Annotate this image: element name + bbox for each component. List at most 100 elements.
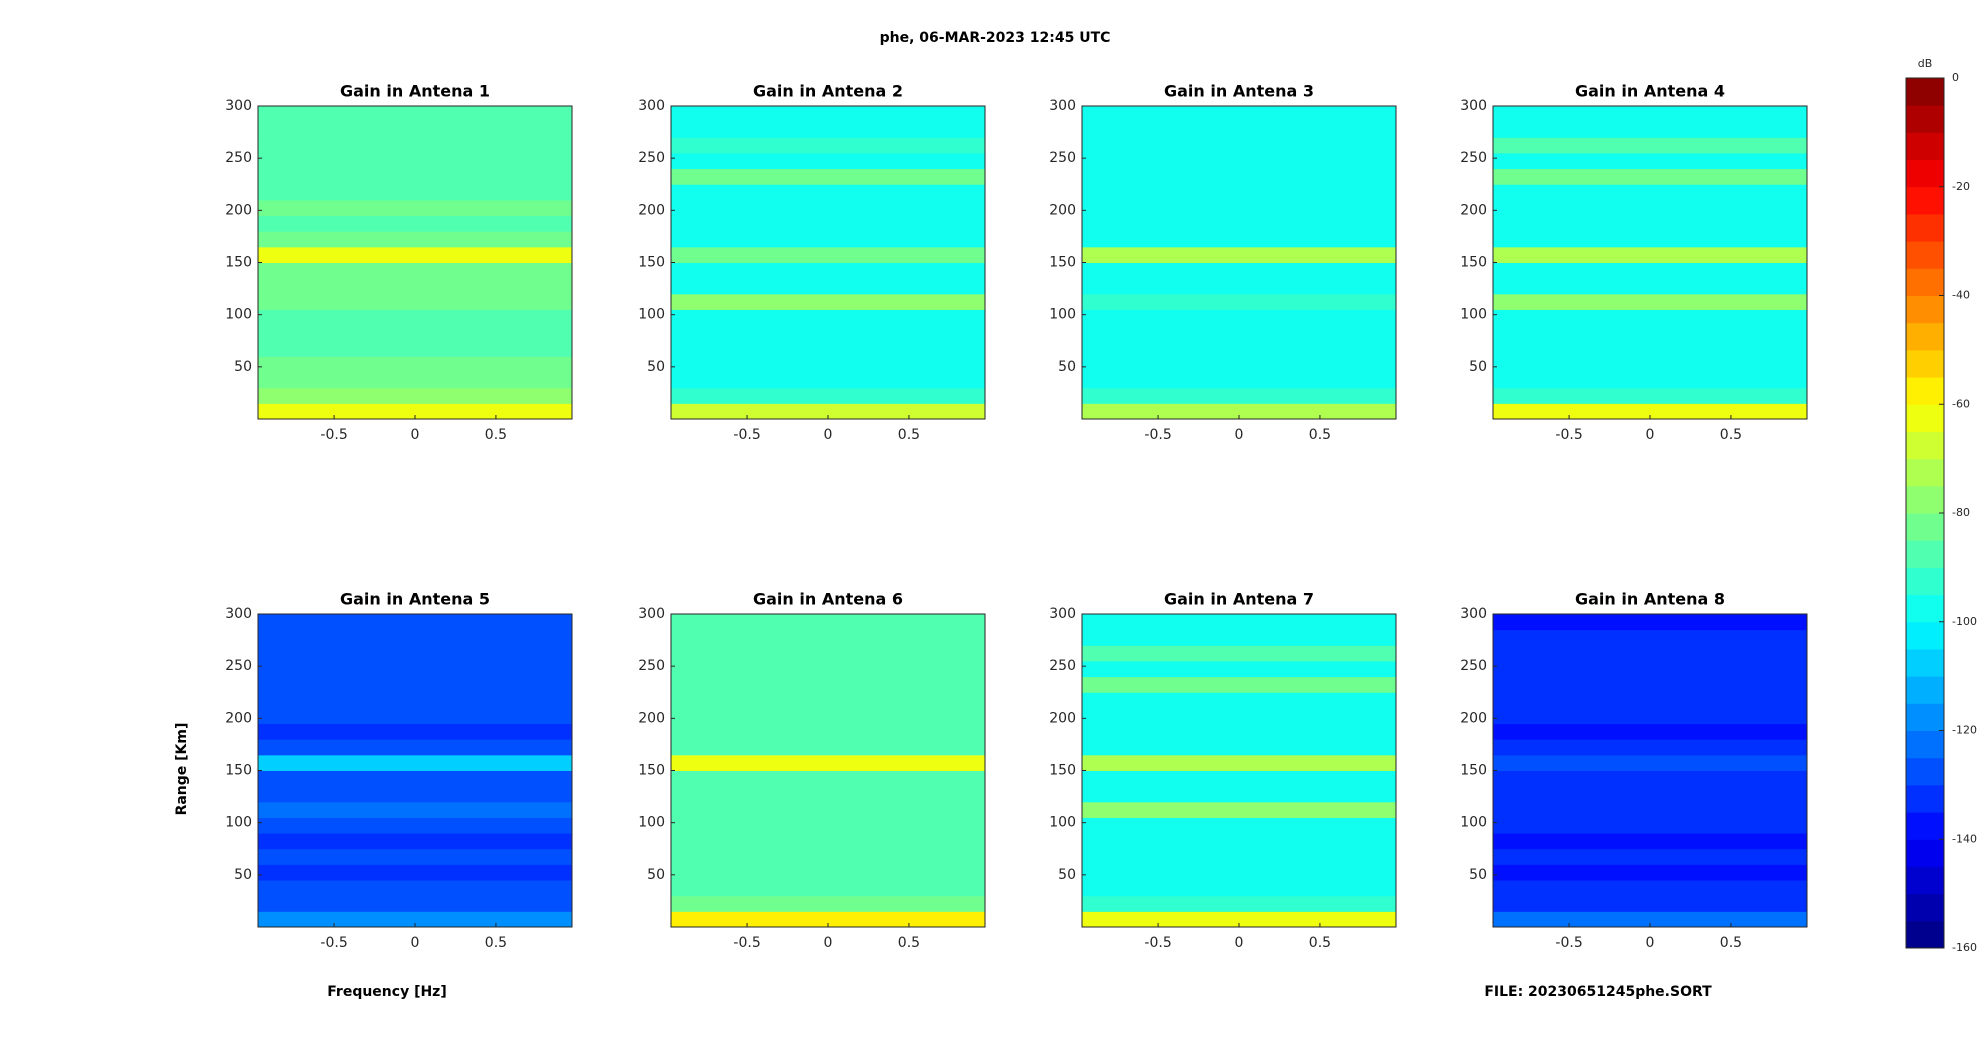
figure-title: phe, 06-MAR-2023 12:45 UTC xyxy=(880,30,1111,46)
x-tick-label: -0.5 xyxy=(733,427,760,443)
colorbar-step xyxy=(1906,621,1944,650)
heatmap-band xyxy=(671,895,985,912)
heatmap-band xyxy=(671,833,985,850)
x-tick-label: -0.5 xyxy=(1555,427,1582,443)
heatmap-band xyxy=(1493,199,1807,217)
colorbar-step xyxy=(1906,757,1944,786)
y-tick-label: 50 xyxy=(234,867,252,883)
colorbar-step xyxy=(1906,132,1944,161)
heatmap-band xyxy=(671,880,985,897)
heatmap-band xyxy=(258,848,572,865)
y-tick-label: 200 xyxy=(1049,710,1076,726)
heatmap-band xyxy=(1082,770,1396,787)
heatmap-band xyxy=(671,911,985,928)
heatmap-band xyxy=(671,707,985,725)
heatmap-band xyxy=(1082,817,1396,834)
heatmap-band xyxy=(258,340,572,357)
panel-title: Gain in Antena 1 xyxy=(340,82,490,101)
heatmap-band xyxy=(671,739,985,756)
heatmap-band xyxy=(258,356,572,373)
y-tick-label: 300 xyxy=(1460,98,1487,114)
heatmap-band xyxy=(671,387,985,404)
heatmap-band xyxy=(1082,754,1396,771)
heatmap-band xyxy=(671,215,985,232)
heatmap-band xyxy=(671,629,985,646)
y-tick-label: 100 xyxy=(225,307,252,323)
heatmap-band xyxy=(1082,692,1396,709)
heatmap-band xyxy=(671,137,985,154)
panel-title: Gain in Antena 7 xyxy=(1164,590,1314,609)
heatmap-band xyxy=(671,278,985,295)
heatmap-band xyxy=(258,833,572,850)
y-tick-label: 50 xyxy=(1469,867,1487,883)
heatmap-band xyxy=(671,152,985,170)
heatmap-band xyxy=(671,356,985,373)
colorbar-step xyxy=(1906,540,1944,568)
heatmap-band xyxy=(1493,848,1807,865)
panel-title: Gain in Antena 4 xyxy=(1575,82,1725,101)
heatmap-band xyxy=(671,168,985,185)
heatmap-band xyxy=(1082,309,1396,326)
heatmap-band xyxy=(1493,121,1807,138)
heatmap-band xyxy=(1082,848,1396,865)
heatmap-band xyxy=(258,231,572,248)
x-tick-label: 0 xyxy=(1235,935,1244,951)
heatmap-band xyxy=(258,880,572,897)
heatmap-band xyxy=(671,848,985,865)
heatmap-band xyxy=(258,786,572,803)
y-tick-label: 200 xyxy=(1460,202,1487,218)
heatmap-band xyxy=(258,629,572,646)
heatmap-band xyxy=(258,676,572,693)
colorbar-step xyxy=(1906,431,1944,460)
y-tick-label: 250 xyxy=(638,658,665,674)
heatmap-band xyxy=(258,817,572,834)
heatmap-band xyxy=(1082,340,1396,357)
heatmap-band xyxy=(1493,262,1807,279)
heatmap-band xyxy=(1493,770,1807,787)
y-tick-label: 150 xyxy=(1460,255,1487,271)
colorbar-step xyxy=(1906,159,1944,188)
colorbar-tick-label: -60 xyxy=(1952,397,1970,410)
heatmap-band xyxy=(1082,137,1396,154)
heatmap-band xyxy=(1493,231,1807,248)
y-tick-label: 150 xyxy=(225,763,252,779)
heatmap-band xyxy=(258,184,572,201)
x-tick-label: -0.5 xyxy=(1144,427,1171,443)
y-tick-label: 150 xyxy=(225,255,252,271)
colorbar-step xyxy=(1906,839,1944,867)
panel-title: Gain in Antena 2 xyxy=(753,82,903,101)
heatmap-band xyxy=(1493,739,1807,756)
heatmap-band xyxy=(258,199,572,217)
heatmap-band xyxy=(671,786,985,803)
heatmap-band xyxy=(1493,325,1807,342)
heatmap-band xyxy=(671,340,985,357)
colorbar-step xyxy=(1906,920,1944,949)
y-tick-label: 150 xyxy=(1460,763,1487,779)
colorbar-tick-label: -120 xyxy=(1952,724,1977,737)
heatmap-band xyxy=(1493,801,1807,818)
colorbar-step xyxy=(1906,485,1944,514)
heatmap-band xyxy=(1082,387,1396,404)
y-tick-label: 250 xyxy=(638,150,665,166)
heatmap-band xyxy=(1493,833,1807,850)
heatmap-band xyxy=(1082,723,1396,740)
heatmap-band xyxy=(258,770,572,787)
heatmap-band xyxy=(671,723,985,740)
heatmap-band xyxy=(258,262,572,279)
panel-title: Gain in Antena 3 xyxy=(1164,82,1314,101)
colorbar-step xyxy=(1906,812,1944,840)
heatmap-band xyxy=(258,723,572,740)
heatmap-band xyxy=(671,660,985,678)
colorbar-step xyxy=(1906,322,1944,351)
heatmap-band xyxy=(1082,168,1396,185)
y-tick-label: 50 xyxy=(1058,359,1076,375)
colorbar-step xyxy=(1906,866,1944,895)
heatmap-band xyxy=(1493,215,1807,232)
heatmap-band xyxy=(258,106,572,123)
colorbar-step xyxy=(1906,513,1944,541)
y-tick-label: 300 xyxy=(1460,606,1487,622)
colorbar-tick-label: 0 xyxy=(1952,71,1959,84)
heatmap-band xyxy=(1493,356,1807,373)
heatmap-band xyxy=(258,864,572,881)
heatmap-band xyxy=(1082,121,1396,138)
